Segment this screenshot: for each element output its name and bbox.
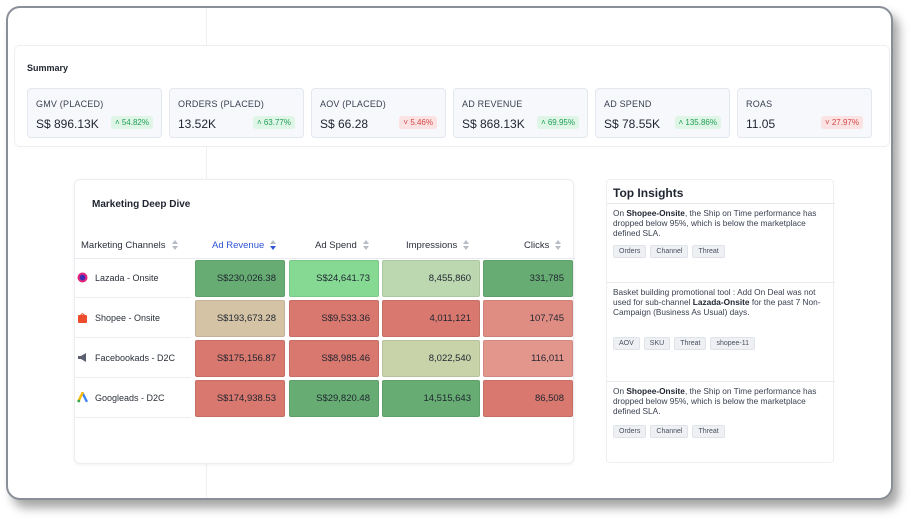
- tag[interactable]: Threat: [674, 337, 707, 350]
- kpi-card-gmv[interactable]: GMV (PLACED) S$ 896.13K ˄ 54.82%: [27, 88, 162, 138]
- table-cell-impressions[interactable]: 14,515,643: [382, 380, 480, 417]
- tag[interactable]: AOV: [613, 337, 640, 350]
- divider: [607, 282, 835, 283]
- tag[interactable]: Orders: [613, 425, 647, 438]
- arrow-up-icon: ˄: [678, 118, 686, 127]
- top-insights-panel: Top Insights On Shopee-Onsite, the Ship …: [606, 179, 835, 463]
- table-cell-clicks[interactable]: 86,508: [483, 380, 573, 417]
- table-cell-ad-spend[interactable]: S$24,641.73: [289, 260, 379, 297]
- megaphone-icon: [77, 352, 88, 363]
- kpi-label: GMV (PLACED): [36, 99, 104, 109]
- table-cell-impressions[interactable]: 8,455,860: [382, 260, 480, 297]
- table-cell-impressions[interactable]: 8,022,540: [382, 340, 480, 377]
- arrow-down-icon: ˅: [824, 118, 832, 127]
- sort-desc-icon: [270, 239, 277, 251]
- kpi-change-badge: ˄ 135.86%: [674, 116, 721, 129]
- kpi-card-roas[interactable]: ROAS 11.05 ˅ 27.97%: [737, 88, 872, 138]
- kpi-value: S$ 868.13K: [462, 117, 525, 131]
- arrow-up-icon: ˄: [540, 118, 548, 127]
- arrow-down-icon: ˅: [403, 118, 411, 127]
- kpi-change-badge: ˄ 63.77%: [252, 116, 295, 129]
- insight-text: On Shopee-Onsite, the Ship on Time perfo…: [613, 386, 817, 416]
- column-header-ad-revenue[interactable]: Ad Revenue: [212, 232, 292, 258]
- kpi-label: AOV (PLACED): [320, 99, 386, 109]
- kpi-label: AD REVENUE: [462, 99, 523, 109]
- table-row-channel[interactable]: Facebookads - D2C: [75, 338, 191, 378]
- tag[interactable]: Channel: [650, 245, 689, 258]
- tag[interactable]: Threat: [692, 425, 725, 438]
- kpi-card-orders[interactable]: ORDERS (PLACED) 13.52K ˄ 63.77%: [169, 88, 304, 138]
- kpi-change-badge: ˄ 54.82%: [110, 116, 153, 129]
- sort-icon: [555, 239, 562, 251]
- insight-tags: Orders Channel Threat: [613, 425, 725, 438]
- divider: [607, 381, 835, 382]
- arrow-up-icon: ˄: [114, 118, 122, 127]
- kpi-card-ad-revenue[interactable]: AD REVENUE S$ 868.13K ˄ 69.95%: [453, 88, 588, 138]
- table-cell-impressions[interactable]: 4,011,121: [382, 300, 480, 337]
- kpi-change-badge: ˅ 5.46%: [399, 116, 437, 129]
- marketing-deep-dive-panel: Marketing Deep Dive Marketing Channels A…: [74, 179, 575, 464]
- app-window: Summary GMV (PLACED) S$ 896.13K ˄ 54.82%…: [6, 6, 893, 500]
- sort-icon: [362, 239, 370, 251]
- google-ads-icon: [77, 392, 88, 403]
- kpi-label: ORDERS (PLACED): [178, 99, 265, 109]
- deep-dive-title: Marketing Deep Dive: [92, 199, 191, 210]
- shopee-icon: [77, 312, 88, 323]
- tag[interactable]: SKU: [643, 337, 671, 350]
- insight-text: Basket building promotional tool : Add O…: [613, 287, 821, 317]
- table-cell-ad-revenue[interactable]: S$175,156.87: [195, 340, 285, 377]
- arrow-up-icon: ˄: [256, 118, 264, 127]
- kpi-value: 11.05: [746, 117, 776, 131]
- tag[interactable]: Channel: [650, 425, 689, 438]
- table-row-channel[interactable]: Googleads - D2C: [75, 378, 191, 418]
- table-cell-ad-revenue[interactable]: S$230,026.38: [195, 260, 285, 297]
- lazada-icon: [77, 272, 88, 283]
- sort-icon: [171, 239, 179, 251]
- header-divider: [75, 258, 575, 259]
- table-row-channel[interactable]: Shopee - Onsite: [75, 298, 191, 338]
- table-cell-ad-spend[interactable]: S$9,533.36: [289, 300, 379, 337]
- kpi-value: S$ 78.55K: [604, 117, 661, 131]
- kpi-value: S$ 896.13K: [36, 117, 99, 131]
- kpi-value: S$ 66.28: [320, 117, 369, 131]
- insight-tags: AOV SKU Threat shopee-11: [613, 337, 756, 350]
- table-cell-ad-spend[interactable]: S$8,985.46: [289, 340, 379, 377]
- kpi-change-badge: ˄ 69.95%: [536, 116, 579, 129]
- table-cell-clicks[interactable]: 116,011: [483, 340, 573, 377]
- kpi-card-ad-spend[interactable]: AD SPEND S$ 78.55K ˄ 135.86%: [595, 88, 730, 138]
- table-cell-clicks[interactable]: 331,785: [483, 260, 573, 297]
- divider: [607, 203, 835, 204]
- summary-title: Summary: [27, 63, 69, 73]
- sort-icon: [463, 239, 470, 251]
- kpi-change-badge: ˅ 27.97%: [820, 116, 863, 129]
- insight-text: On Shopee-Onsite, the Ship on Time perfo…: [613, 208, 817, 238]
- table-cell-clicks[interactable]: 107,745: [483, 300, 573, 337]
- table-cell-ad-spend[interactable]: S$29,820.48: [289, 380, 379, 417]
- column-header-clicks[interactable]: Clicks: [524, 232, 574, 258]
- column-header-ad-spend[interactable]: Ad Spend: [315, 232, 395, 258]
- tag[interactable]: Threat: [692, 245, 725, 258]
- table-row-channel[interactable]: Lazada - Onsite: [75, 258, 191, 298]
- kpi-label: ROAS: [746, 99, 773, 109]
- kpi-label: AD SPEND: [604, 99, 652, 109]
- table-cell-ad-revenue[interactable]: S$193,673.28: [195, 300, 285, 337]
- summary-panel: Summary GMV (PLACED) S$ 896.13K ˄ 54.82%…: [14, 45, 890, 147]
- tag[interactable]: Orders: [613, 245, 647, 258]
- column-header-channels[interactable]: Marketing Channels: [81, 232, 189, 258]
- column-header-impressions[interactable]: Impressions: [406, 232, 496, 258]
- kpi-value: 13.52K: [178, 117, 217, 131]
- table-cell-ad-revenue[interactable]: S$174,938.53: [195, 380, 285, 417]
- insight-tags: Orders Channel Threat: [613, 245, 725, 258]
- insights-title: Top Insights: [613, 186, 684, 200]
- tag[interactable]: shopee-11: [710, 337, 756, 350]
- kpi-card-aov[interactable]: AOV (PLACED) S$ 66.28 ˅ 5.46%: [311, 88, 446, 138]
